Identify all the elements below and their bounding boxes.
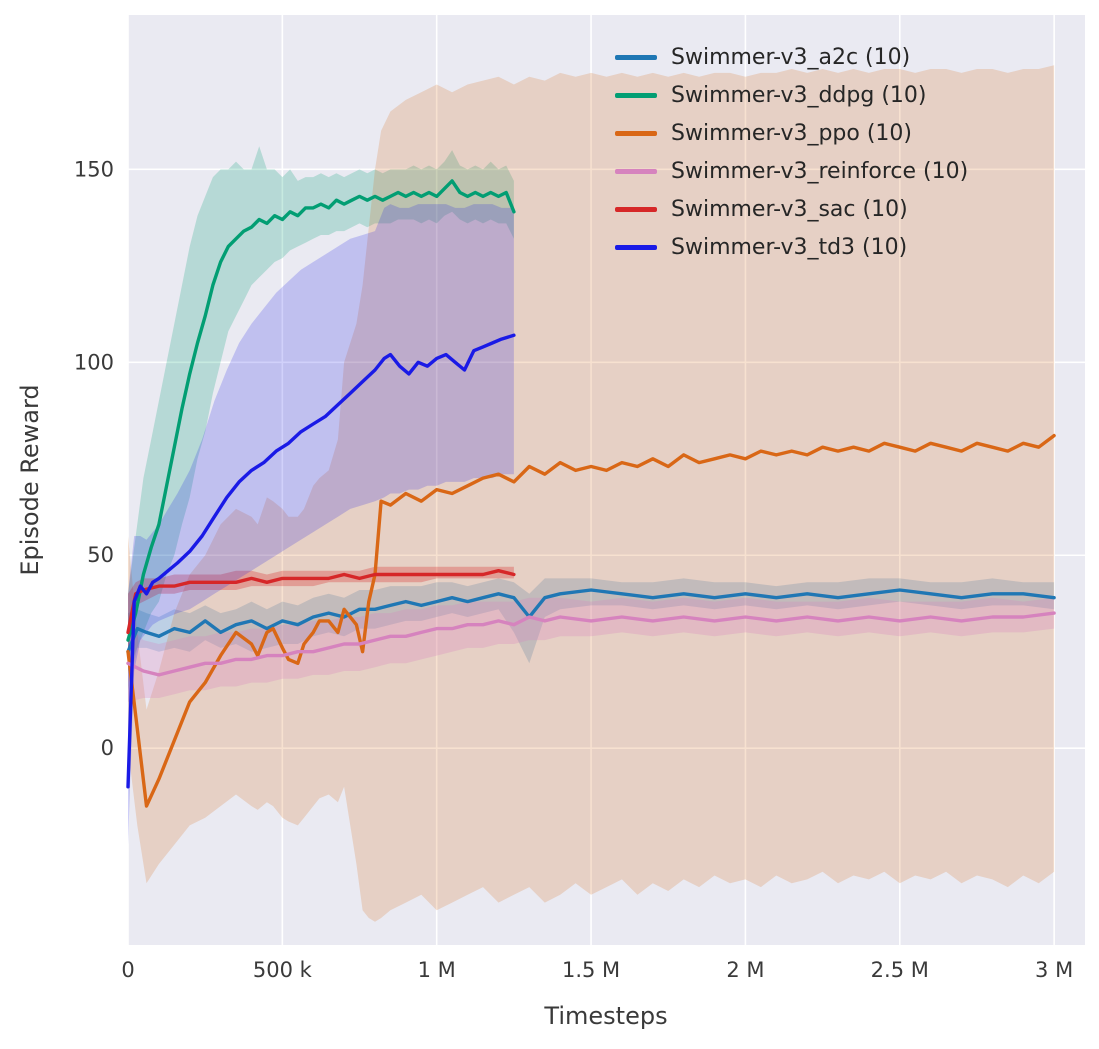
line-3 [126,611,1056,677]
legend: Swimmer-v3_a2c (10) Swimmer-v3_ddpg (10) S… [615,38,968,266]
band-1 [128,146,514,671]
band-4 [128,566,514,652]
legend-swatch [615,206,657,212]
line-0 [126,588,1056,654]
legend-swatch [615,168,657,174]
y-tick-label: 50 [87,543,114,567]
legend-swatch [615,130,657,136]
line-5 [126,333,516,789]
line-2 [126,433,1056,808]
y-axis-label: Episode Reward [16,384,44,576]
legend-label: Swimmer-v3_ppo (10) [671,120,913,146]
y-tick-label: 100 [74,350,114,374]
line-1 [126,179,516,642]
x-tick-label: 1.5 M [562,958,620,982]
band-0 [128,578,1055,691]
legend-item: Swimmer-v3_td3 (10) [615,228,968,266]
line-4 [126,569,516,635]
legend-item: Swimmer-v3_ddpg (10) [615,76,968,114]
band-3 [128,597,1055,702]
y-tick-label: 0 [101,736,114,760]
legend-label: Swimmer-v3_td3 (10) [671,234,908,260]
legend-item: Swimmer-v3_sac (10) [615,190,968,228]
x-tick-label: 3 M [1035,958,1073,982]
legend-swatch [615,92,657,98]
legend-swatch [615,244,657,250]
band-2 [128,65,1055,922]
x-tick-label: 500 k [253,958,313,982]
legend-label: Swimmer-v3_a2c (10) [671,44,911,70]
x-axis-label: Timesteps [544,1002,668,1030]
x-tick-label: 0 [121,958,134,982]
y-tick-label: 150 [74,157,114,181]
legend-label: Swimmer-v3_reinforce (10) [671,158,969,184]
legend-label: Swimmer-v3_ddpg (10) [671,82,927,108]
legend-swatch [615,54,657,60]
legend-label: Swimmer-v3_sac (10) [671,196,908,222]
x-tick-label: 2.5 M [871,958,929,982]
legend-item: Swimmer-v3_a2c (10) [615,38,968,76]
legend-item: Swimmer-v3_ppo (10) [615,114,968,152]
legend-item: Swimmer-v3_reinforce (10) [615,152,968,190]
x-tick-label: 2 M [726,958,764,982]
x-tick-label: 1 M [418,958,456,982]
